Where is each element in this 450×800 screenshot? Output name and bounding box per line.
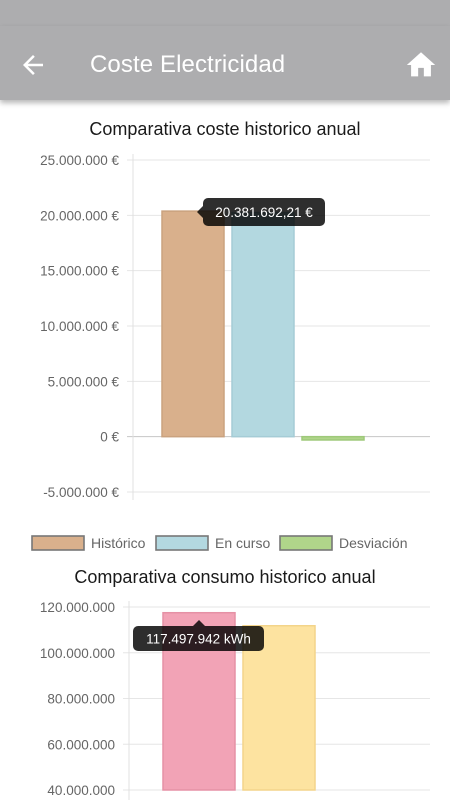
tooltip-caret [197,206,203,218]
bar-1 [161,210,225,438]
page-title: Coste Electricidad [90,51,286,78]
legend-swatch-3 [279,535,333,551]
cost-bar-chart: 25.000.000 € 20.000.000 € 15.000.000 € 10.0… [31,153,430,551]
bar-3 [301,435,365,441]
chart-title: Comparativa coste historico anual [89,119,361,139]
bar-2 [242,625,316,791]
y-tick-label: 100.000.000 [40,646,115,661]
legend-swatch-1 [31,535,85,551]
y-tick-label: 25.000.000 € [40,153,119,168]
y-tick-label: 5.000.000 € [48,374,120,389]
bar-2 [231,211,295,438]
app-bar: Coste Electricidad [0,26,450,100]
legend-swatch-2 [155,535,209,551]
cost-chart-section: Comparativa coste historico anual 25.000… [0,100,450,560]
back-button[interactable] [18,50,62,80]
chart-title: Comparativa consumo historico anual [74,567,376,587]
status-bar [0,0,450,26]
y-tick-label: 15.000.000 € [40,264,119,279]
legend-label-2: En curso [215,535,270,551]
tooltip-text: 20.381.692,21 € [215,205,313,220]
y-tick-label: 20.000.000 € [40,208,119,223]
home-icon [406,52,436,77]
tooltip-box [203,198,325,226]
legend-label-3: Desviación [339,535,407,551]
consumption-bar-chart: 120.000.000 100.000.000 80.000.000 60.000.0… [40,600,430,800]
tooltip-text: 117.497.942 kWh [146,632,251,647]
home-button[interactable] [404,48,440,82]
y-tick-label: 80.000.000 [47,692,115,707]
legend-label-1: Histórico [91,535,146,551]
y-tick-label: 0 € [100,430,119,445]
y-tick-label: 10.000.000 € [40,319,119,334]
y-tick-label: -5.000.000 € [43,485,119,500]
consumption-chart-section: Comparativa consumo historico anual 120.… [0,560,450,800]
tooltip-caret [193,620,205,626]
y-tick-label: 40.000.000 [47,783,115,798]
y-tick-label: 120.000.000 [40,600,115,615]
tooltip-box [133,626,264,651]
arrow-left-icon [23,55,43,75]
y-tick-label: 60.000.000 [47,737,115,752]
